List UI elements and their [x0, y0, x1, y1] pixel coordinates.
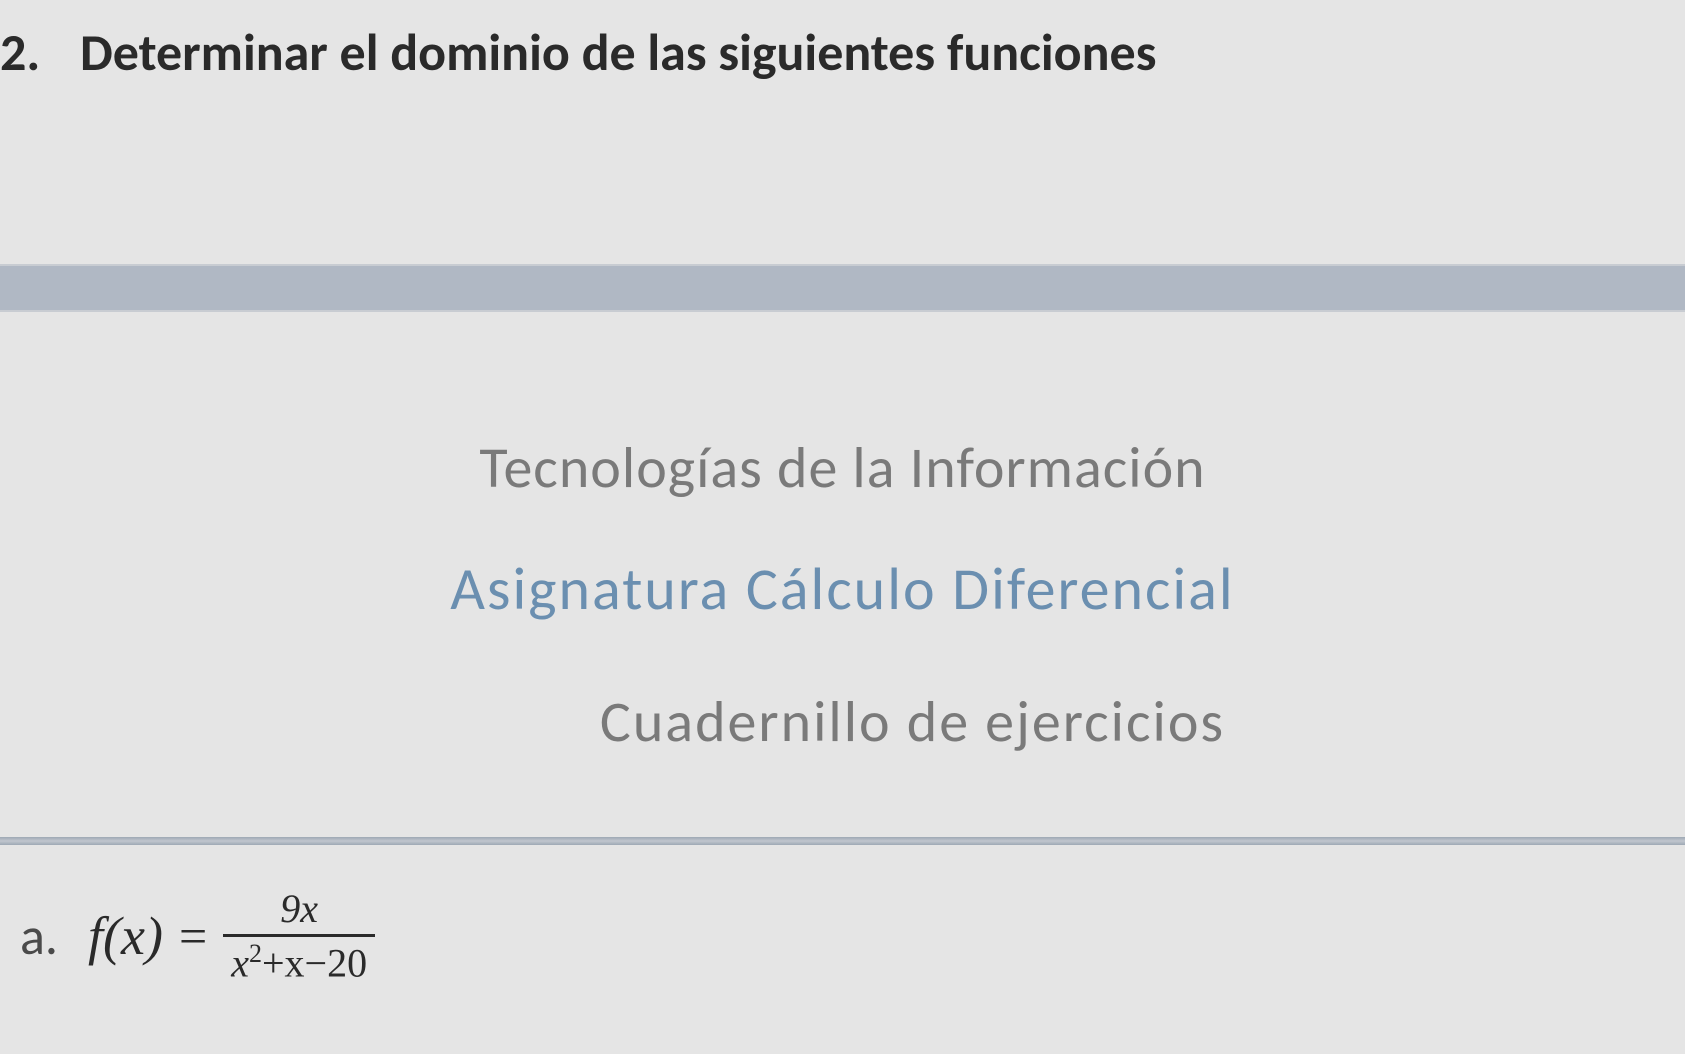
question-heading: 2.Determinar el dominio de las siguiente… [0, 20, 1685, 84]
program-title: Tecnologías de la Información [40, 432, 1645, 503]
booklet-title: Cuadernillo de ejercicios [40, 686, 1645, 757]
equals-sign: = [179, 907, 207, 965]
subject-title: Asignatura Cálculo Diferencial [40, 553, 1645, 626]
question-text: Determinar el dominio de las siguientes … [80, 20, 1156, 84]
subquestion-a: a. f(x) = 9x x2+x−20 [0, 845, 1685, 986]
question-number: 2. [0, 20, 80, 84]
function-notation: f(x) [88, 905, 163, 967]
section-divider-thick [0, 264, 1685, 312]
fraction-numerator: 9x [272, 885, 326, 934]
denom-rest: +x−20 [262, 940, 367, 985]
denom-exponent: 2 [249, 939, 262, 968]
document-header: Tecnologías de la Información Asignatura… [0, 312, 1685, 817]
fraction-expression: 9x x2+x−20 [223, 885, 375, 986]
subquestion-label: a. [20, 904, 58, 968]
fraction-denominator: x2+x−20 [223, 937, 375, 986]
denom-var: x [231, 940, 249, 985]
question-section: 2.Determinar el dominio de las siguiente… [0, 0, 1685, 84]
section-divider-thin [0, 837, 1685, 845]
